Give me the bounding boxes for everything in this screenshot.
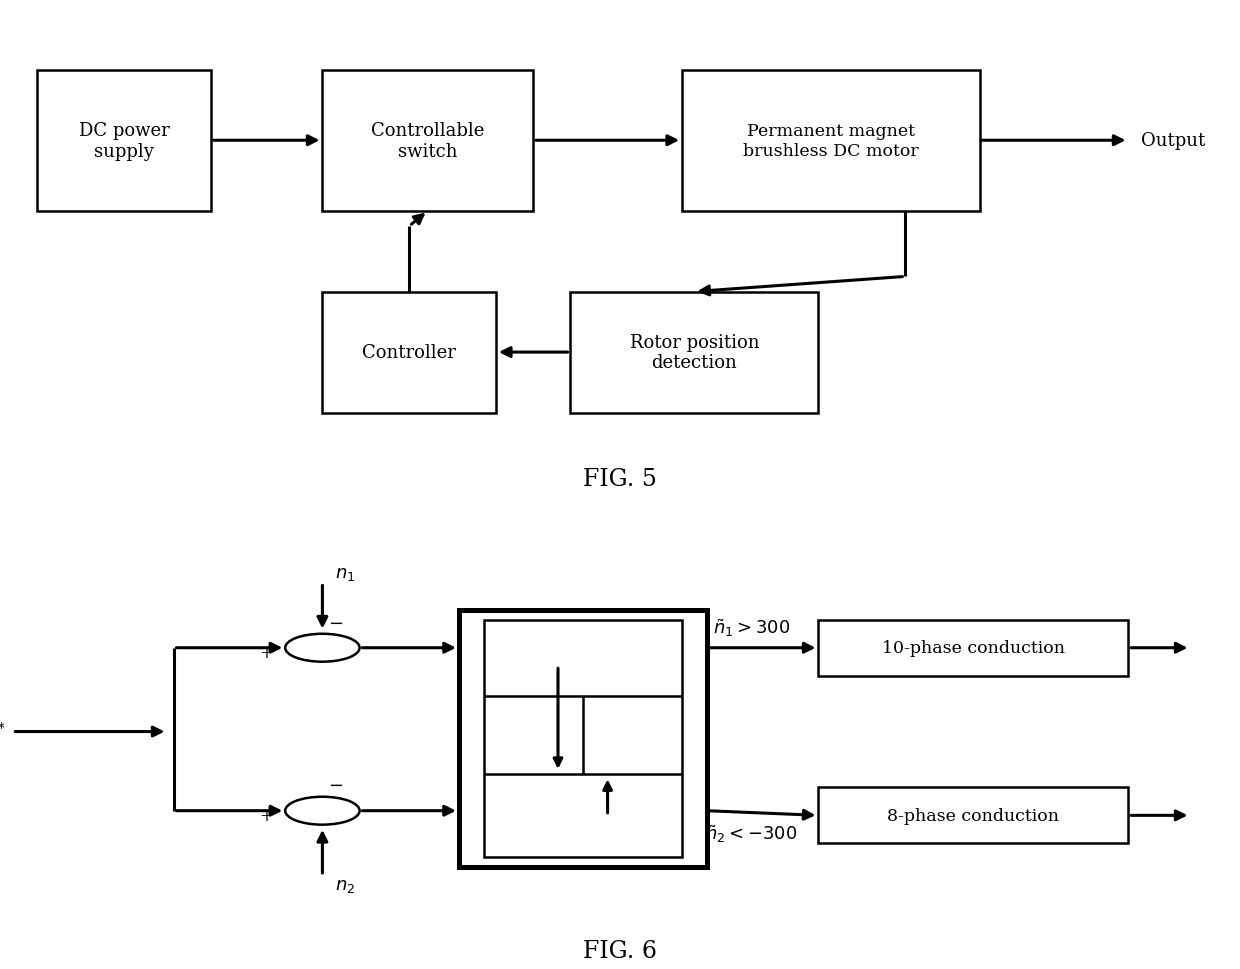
Bar	[459, 610, 707, 866]
Text: 8-phase conduction: 8-phase conduction	[888, 807, 1059, 824]
Bar	[818, 620, 1128, 676]
Text: $\tilde{n}_2 < -300$: $\tilde{n}_2 < -300$	[706, 823, 797, 844]
Text: $n^*$: $n^*$	[0, 721, 6, 742]
Text: FIG. 6: FIG. 6	[583, 939, 657, 962]
Text: DC power
supply: DC power supply	[78, 122, 170, 161]
Text: $\tilde{n}_1 > 300$: $\tilde{n}_1 > 300$	[713, 617, 790, 639]
Text: 10-phase conduction: 10-phase conduction	[882, 640, 1065, 657]
Bar	[682, 71, 980, 211]
Text: Rotor position
detection: Rotor position detection	[630, 333, 759, 372]
Text: Output: Output	[1141, 132, 1205, 150]
Text: $n_1$: $n_1$	[335, 565, 355, 582]
Bar	[484, 620, 682, 858]
Text: +: +	[259, 807, 273, 824]
Bar	[37, 71, 211, 211]
Text: +: +	[259, 644, 273, 661]
Text: FIG. 5: FIG. 5	[583, 467, 657, 490]
Text: Controller: Controller	[362, 344, 456, 361]
Text: Controllable
switch: Controllable switch	[371, 122, 485, 161]
Bar	[322, 293, 496, 413]
Bar	[818, 788, 1128, 843]
Text: −: −	[329, 613, 343, 632]
Bar	[570, 293, 818, 413]
Text: Permanent magnet
brushless DC motor: Permanent magnet brushless DC motor	[743, 123, 919, 159]
Text: −: −	[329, 776, 343, 795]
Bar	[322, 71, 533, 211]
Text: $n_2$: $n_2$	[335, 876, 355, 894]
